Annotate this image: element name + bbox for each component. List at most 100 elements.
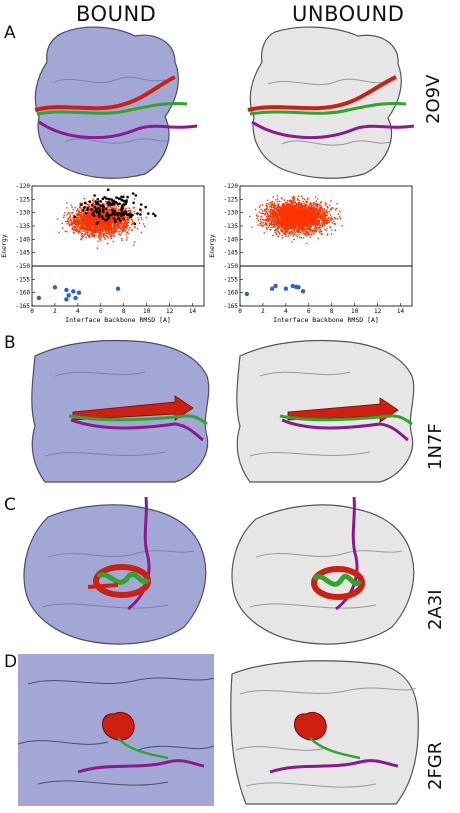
black-point: [112, 200, 115, 204]
blue-point: [115, 286, 121, 291]
red-point: [80, 213, 83, 215]
black-point: [86, 208, 89, 211]
red-point: [82, 230, 84, 233]
red-point: [315, 229, 318, 232]
red-point: [278, 220, 281, 223]
red-point: [127, 218, 129, 221]
red-point: [292, 207, 295, 209]
black-point: [154, 214, 157, 217]
red-point: [93, 220, 95, 223]
red-point: [321, 210, 323, 212]
red-point: [98, 232, 100, 234]
red-point: [292, 215, 295, 218]
red-point: [91, 219, 94, 222]
black-point: [109, 213, 112, 217]
structure-2o9v-bound: [25, 22, 205, 180]
y-tick-label: -140: [16, 236, 31, 243]
red-point: [111, 221, 113, 224]
red-point: [326, 214, 328, 216]
red-point: [262, 222, 264, 224]
red-point: [296, 205, 298, 207]
red-point: [92, 233, 95, 235]
blue-point: [52, 285, 58, 290]
red-point: [319, 217, 322, 220]
red-point: [289, 219, 292, 222]
red-point: [319, 215, 321, 218]
red-point: [289, 210, 292, 213]
red-point: [313, 214, 315, 217]
red-point: [66, 202, 68, 204]
red-point: [307, 228, 310, 230]
red-point: [111, 226, 113, 228]
red-point: [264, 223, 266, 225]
red-point: [282, 222, 284, 224]
red-point: [121, 239, 123, 242]
red-point: [290, 199, 293, 202]
red-point: [80, 207, 82, 209]
red-point: [260, 224, 263, 227]
red-point: [143, 225, 146, 227]
red-point: [101, 212, 103, 215]
red-point: [277, 205, 279, 207]
red-point: [88, 217, 90, 219]
red-point: [286, 204, 289, 206]
red-point: [111, 230, 114, 233]
red-point: [112, 219, 114, 222]
red-point: [63, 214, 66, 217]
red-point: [302, 222, 305, 225]
red-point: [131, 219, 134, 221]
red-point: [72, 208, 74, 211]
y-tick-label: -130: [16, 210, 31, 217]
red-point: [88, 223, 91, 226]
red-point: [90, 234, 93, 236]
red-point: [276, 200, 279, 203]
red-point: [131, 222, 134, 225]
red-point: [82, 212, 85, 215]
red-point: [114, 231, 117, 233]
red-point: [103, 221, 105, 223]
red-point: [303, 232, 305, 235]
red-point: [261, 210, 264, 212]
red-point: [294, 207, 297, 209]
black-point: [147, 212, 150, 215]
red-point: [287, 235, 290, 237]
red-point: [257, 224, 259, 226]
red-point: [64, 220, 67, 223]
red-point: [72, 225, 74, 228]
red-point: [137, 217, 139, 219]
red-point: [73, 228, 75, 231]
red-point: [320, 230, 322, 233]
black-point: [84, 211, 88, 215]
red-point: [284, 205, 287, 208]
red-point: [318, 228, 320, 230]
red-point: [108, 228, 110, 231]
black-point: [126, 195, 129, 199]
red-point: [295, 234, 297, 236]
black-point: [116, 202, 119, 206]
red-point: [263, 232, 266, 234]
red-point: [275, 227, 278, 230]
red-point: [313, 233, 315, 235]
red-point: [90, 211, 92, 213]
red-point: [290, 230, 293, 232]
red-point: [335, 207, 338, 210]
red-point: [81, 232, 84, 235]
red-point: [74, 206, 76, 209]
red-point: [68, 223, 71, 226]
x-tick-label: 14: [189, 308, 197, 315]
red-point: [272, 224, 275, 226]
red-point: [61, 222, 63, 225]
red-point: [104, 225, 106, 228]
red-point: [279, 212, 281, 215]
red-point: [91, 222, 93, 225]
red-point: [305, 235, 308, 237]
red-point: [276, 227, 279, 229]
red-point: [278, 222, 280, 224]
red-point: [104, 200, 107, 203]
blue-point: [66, 293, 71, 298]
red-point: [278, 211, 280, 213]
red-point: [282, 226, 285, 228]
red-point: [85, 232, 87, 234]
red-point: [94, 218, 96, 221]
red-point: [66, 230, 68, 233]
